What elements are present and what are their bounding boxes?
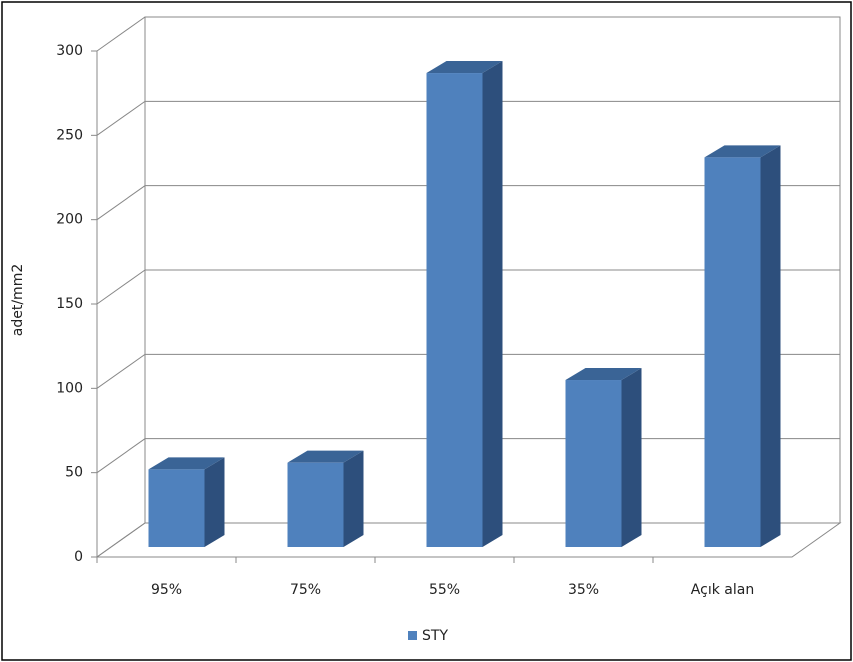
x-tick-label: 95%: [151, 582, 182, 598]
bar-side: [621, 368, 642, 547]
grid-line: [96, 16, 840, 52]
bar: [148, 469, 205, 547]
x-tick-label: Açık alan: [691, 582, 754, 598]
bar-side: [482, 61, 503, 548]
bar-top: [426, 61, 503, 74]
bar: [287, 462, 344, 547]
grid-line: [96, 353, 840, 389]
x-tick-label: 35%: [568, 582, 599, 598]
x-tick-label: 55%: [429, 582, 460, 598]
y-tick-label: 100: [56, 380, 83, 396]
bar-top: [148, 457, 225, 470]
y-tick-label: 50: [65, 465, 83, 481]
bar: [426, 73, 483, 548]
y-tick-label: 0: [74, 549, 83, 565]
y-tick-label: 150: [56, 296, 83, 312]
y-axis-label: adet/mm2: [10, 264, 26, 336]
legend-swatch: [408, 631, 417, 640]
bar-top: [287, 450, 364, 463]
grid-line: [96, 100, 840, 136]
y-tick-label: 250: [56, 127, 83, 143]
bar: [565, 380, 622, 547]
bar-top: [704, 145, 781, 158]
bar-side: [204, 457, 225, 547]
bar: [704, 157, 761, 547]
bar-top: [565, 368, 642, 381]
grid-line: [96, 185, 840, 221]
y-tick-label: 200: [56, 212, 83, 228]
legend-label: STY: [422, 628, 448, 644]
bar-side: [760, 145, 781, 547]
bar-side: [343, 450, 364, 547]
grid-line: [96, 269, 840, 305]
x-tick-label: 75%: [290, 582, 321, 598]
y-tick-label: 300: [56, 43, 83, 59]
